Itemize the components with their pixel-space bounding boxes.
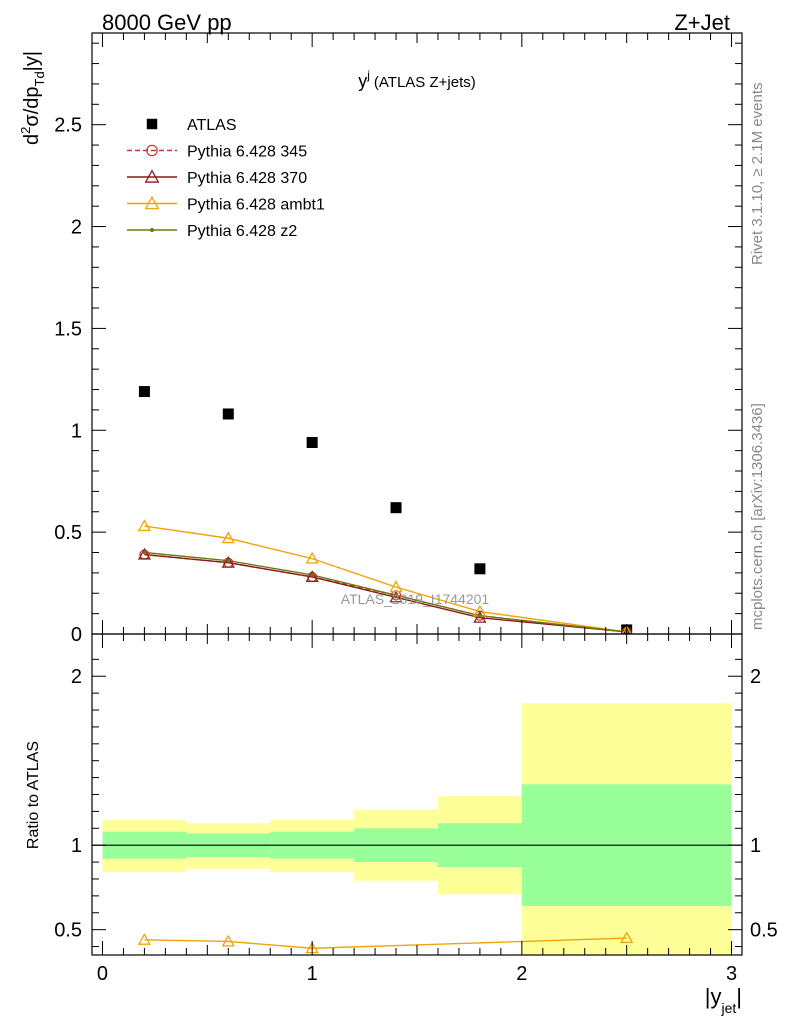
legend-marker-pythia-6-428-ambt1 (144, 195, 160, 210)
x-tick-label: 0 (97, 963, 108, 985)
data-point-pythia-6-428-z2 (478, 613, 482, 618)
ratio-point-pythia-6-428-ambt1 (221, 934, 235, 947)
legend-label-pythia-6-428-345: Pythia 6.428 345 (187, 144, 307, 161)
legend-label-pythia-6-428-z2: Pythia 6.428 z2 (187, 223, 297, 240)
series-line-pythia-6-428-370 (144, 553, 627, 633)
ratio-y-tick-label-right: 2 (750, 666, 761, 688)
x-tick-label: 2 (516, 963, 527, 985)
header-energy-label: 8000 GeV pp (102, 10, 232, 35)
series-line-pythia-6-428-345 (144, 553, 627, 633)
ratio-y-tick-label: 1 (71, 835, 82, 857)
data-point-pythia-6-428-z2 (142, 550, 147, 555)
data-point-atlas (474, 563, 486, 575)
ratio-y-tick-label: 2 (71, 666, 82, 688)
data-point-pythia-6-428-z2 (394, 593, 398, 598)
data-point-pythia-6-428-370 (473, 610, 487, 623)
data-point-pythia-6-428-370 (137, 547, 152, 560)
analysis-watermark: ATLAS_2019_I1744201 (341, 591, 490, 607)
legend-marker-pythia-6-428-z2 (149, 227, 155, 233)
y-tick-label: 2 (71, 217, 82, 239)
series-line-pythia-6-428-ambt1 (144, 525, 627, 633)
y-tick-label: 1.5 (54, 318, 82, 340)
data-point-atlas (222, 408, 234, 420)
data-point-pythia-6-428-370 (221, 555, 235, 568)
legend-marker-pythia-6-428-370 (144, 169, 160, 183)
rivet-version-label: Rivet 3.1.10, ≥ 2.1M events (749, 83, 766, 266)
data-point-pythia-6-428-z2 (226, 558, 231, 563)
ratio-line-pythia-6-428-ambt1 (144, 937, 627, 949)
data-point-atlas (138, 386, 150, 398)
main-y-axis-label: d2σ/dpTd|y| (18, 51, 47, 145)
ratio-y-tick-label-right: 1 (750, 835, 761, 857)
data-point-atlas (306, 436, 318, 448)
legend-marker-atlas (146, 118, 158, 130)
series-line-pythia-6-428-z2 (144, 551, 627, 633)
legend-marker-pythia-6-428-345 (146, 144, 158, 157)
ratio-panel: 0.5 0.5 1 1 2 2 0 1 2 3 Ratio to ATLAS |yjet| (25, 633, 778, 1016)
legend-label-pythia-6-428-370: Pythia 6.428 370 (187, 170, 307, 187)
ratio-y-axis-label: Ratio to ATLAS (25, 741, 42, 849)
data-point-pythia-6-428-ambt1 (137, 519, 152, 532)
y-tick-label: 2.5 (54, 115, 82, 137)
ratio-axes: 0.5 0.5 1 1 2 2 0 1 2 3 (54, 634, 778, 985)
x-tick-label: 1 (307, 963, 318, 985)
header-process-label: Z+Jet (674, 10, 730, 35)
y-tick-label: 0.5 (54, 522, 82, 544)
y-tick-label: 0 (71, 624, 82, 646)
mcplots-credit-label: mcplots.cern.ch [arXiv:1306.3436] (749, 403, 766, 630)
legend-label-pythia-6-428-ambt1: Pythia 6.428 ambt1 (187, 197, 325, 214)
x-axis-label: |yjet| (705, 984, 742, 1016)
ratio-y-tick-label-right: 0.5 (750, 920, 778, 942)
data-point-pythia-6-428-ambt1 (621, 625, 632, 634)
legend-label-atlas: ATLAS (187, 117, 237, 134)
main-panel: 0 0.5 1 1.5 2 2.5 yj (ATLAS Z+jets) d2σ/dpTd|y… (18, 32, 743, 646)
data-point-pythia-6-428-ambt1 (305, 551, 319, 564)
data-point-pythia-6-428-ambt1 (221, 531, 235, 544)
data-point-pythia-6-428-z2 (310, 573, 314, 577)
ratio-plot-area (92, 703, 742, 955)
data-point-pythia-6-428-ambt1 (389, 580, 403, 593)
data-point-pythia-6-428-370 (389, 590, 403, 603)
x-tick-label: 3 (726, 963, 737, 985)
data-point-pythia-6-428-370 (305, 570, 319, 583)
data-point-atlas (390, 502, 402, 514)
legend: ATLAS Pythia 6.428 345 Pythia 6.428 370 Pyt… (127, 117, 325, 240)
ratio-point-pythia-6-428-ambt1 (137, 932, 152, 945)
main-axes: 0 0.5 1 1.5 2 2.5 (54, 33, 742, 646)
y-tick-label: 1 (71, 420, 82, 442)
ratio-point-pythia-6-428-ambt1 (620, 931, 634, 944)
ratio-y-tick-label: 0.5 (54, 920, 82, 942)
main-plot-title: yj (ATLAS Z+jets) (358, 68, 476, 91)
